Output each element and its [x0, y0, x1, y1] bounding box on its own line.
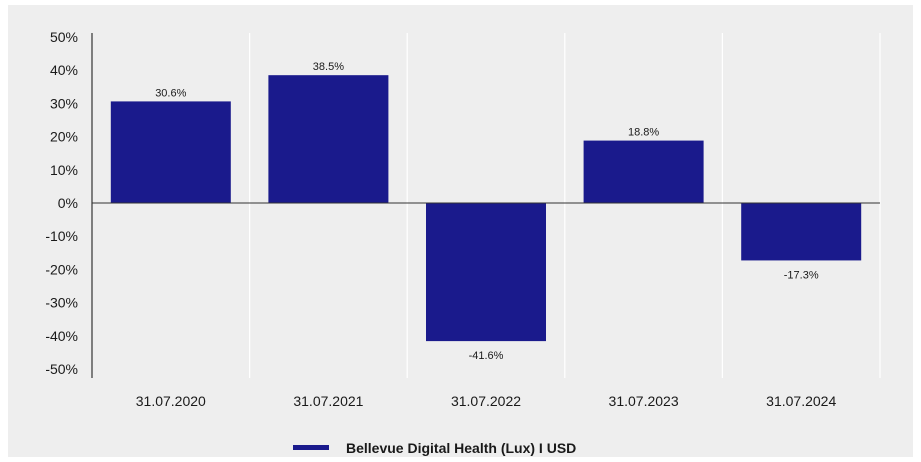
- data-label: -41.6%: [469, 350, 504, 362]
- legend: Bellevue Digital Health (Lux) I USD: [293, 440, 576, 456]
- data-label: 30.6%: [155, 87, 186, 99]
- x-category-label: 31.07.2021: [293, 393, 363, 409]
- y-tick-label: -40%: [45, 328, 78, 344]
- y-tick-label: 50%: [50, 29, 78, 45]
- bar: [741, 203, 862, 261]
- y-tick-label: 20%: [50, 129, 78, 145]
- x-category-label: 31.07.2024: [766, 393, 836, 409]
- y-tick-label: -10%: [45, 228, 78, 244]
- data-labels: 30.6% 38.5% -41.6% 18.8% -17.3%: [155, 61, 819, 362]
- legend-label: Bellevue Digital Health (Lux) I USD: [346, 440, 576, 456]
- bar: [110, 101, 231, 203]
- x-category-label: 31.07.2022: [451, 393, 521, 409]
- bars: [110, 75, 862, 342]
- bar: [426, 203, 546, 342]
- x-category-label: 31.07.2023: [609, 393, 679, 409]
- y-tick-label: -30%: [45, 295, 78, 311]
- y-tick-label: 10%: [50, 162, 78, 178]
- axes: [91, 33, 880, 378]
- bar: [583, 140, 704, 203]
- data-label: 38.5%: [313, 61, 344, 73]
- x-category-label: 31.07.2020: [136, 393, 206, 409]
- y-tick-label: 0%: [58, 195, 78, 211]
- legend-swatch: [293, 445, 329, 450]
- data-label: 18.8%: [628, 127, 659, 139]
- y-tick-label: 40%: [50, 62, 78, 78]
- grid-lines: [249, 33, 881, 378]
- bar: [268, 75, 389, 203]
- y-tick-label: 30%: [50, 95, 78, 111]
- y-tick-label: -50%: [45, 361, 78, 377]
- y-tick-label: -20%: [45, 261, 78, 277]
- data-label: -17.3%: [784, 269, 819, 281]
- x-category-labels: 31.07.2020 31.07.2021 31.07.2022 31.07.2023…: [136, 393, 837, 409]
- y-tick-labels: 50% 40% 30% 20% 10% 0% -10% -20% -30% -40% -50%: [45, 29, 78, 377]
